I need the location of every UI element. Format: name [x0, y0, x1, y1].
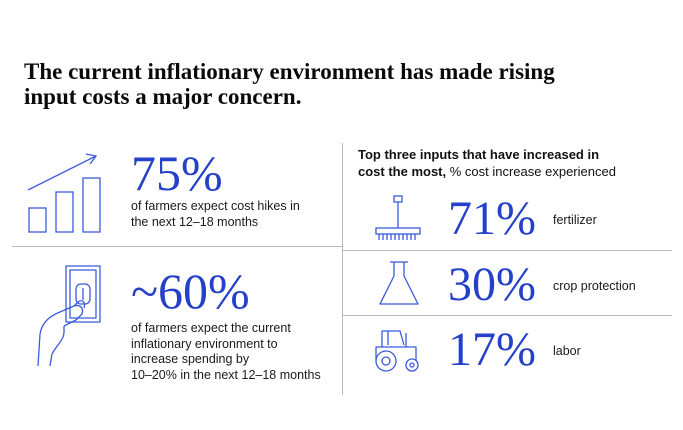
stat-60-description: of farmers expect the current inflationa… — [131, 321, 321, 382]
hand-holding-money-icon — [34, 262, 106, 368]
crop-protection-label: crop protection — [553, 279, 636, 293]
crop-protection-percent: 30% — [448, 258, 536, 311]
headline-line-1: The current inflationary environment has… — [24, 59, 555, 84]
labor-percent: 17% — [448, 323, 536, 376]
center-vertical-divider — [342, 143, 343, 395]
inputs-title-bold-1: Top three inputs that have increased in — [358, 147, 600, 162]
fertilizer-percent: 71% — [448, 192, 536, 245]
labor-label: labor — [553, 344, 581, 358]
stat-60-percent: ~60% — [131, 263, 250, 319]
fertilizer-spreader-icon — [374, 194, 422, 244]
inputs-section-title: Top three inputs that have increased in … — [358, 146, 658, 180]
left-horizontal-divider — [12, 246, 342, 247]
right-divider-1 — [342, 250, 672, 251]
stat-75-percent: 75% — [131, 145, 223, 201]
flask-icon — [378, 260, 420, 306]
tractor-icon — [372, 325, 422, 373]
headline-line-2: input costs a major concern. — [24, 84, 302, 109]
right-divider-2 — [342, 315, 672, 316]
stat-75-description: of farmers expect cost hikes in the next… — [131, 199, 300, 229]
inputs-title-regular: % cost increase experienced — [446, 164, 616, 179]
rising-bar-chart-icon — [26, 152, 110, 234]
fertilizer-label: fertilizer — [553, 213, 597, 227]
headline: The current inflationary environment has… — [24, 59, 664, 109]
inputs-title-bold-2: cost the most, — [358, 164, 447, 179]
